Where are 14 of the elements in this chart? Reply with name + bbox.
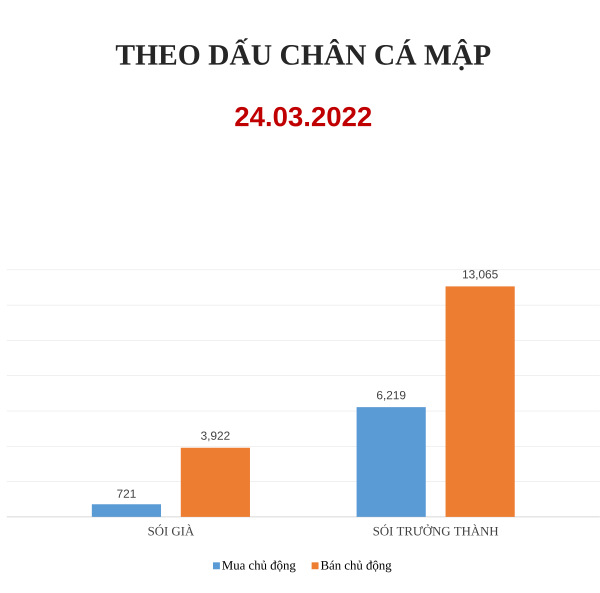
bar (446, 286, 515, 517)
chart-subtitle: 24.03.2022 (235, 106, 372, 126)
x-tick-label: SÓI TRƯỞNG THÀNH (374, 524, 498, 536)
data-label: 3,922 (201, 431, 230, 442)
data-label: 13,065 (462, 270, 498, 280)
data-label: 6,219 (377, 390, 406, 401)
legend-label: Mua chủ động (222, 560, 296, 572)
bar (180, 448, 250, 517)
x-tick-label: SÓI GIÀ (148, 524, 194, 536)
bar (92, 504, 162, 517)
chart-title: THEO DẤU CHÂN CÁ MẬP (116, 38, 490, 70)
bar (356, 407, 426, 517)
data-label: 721 (117, 489, 136, 498)
legend-label: Bán chủ động (320, 560, 392, 572)
